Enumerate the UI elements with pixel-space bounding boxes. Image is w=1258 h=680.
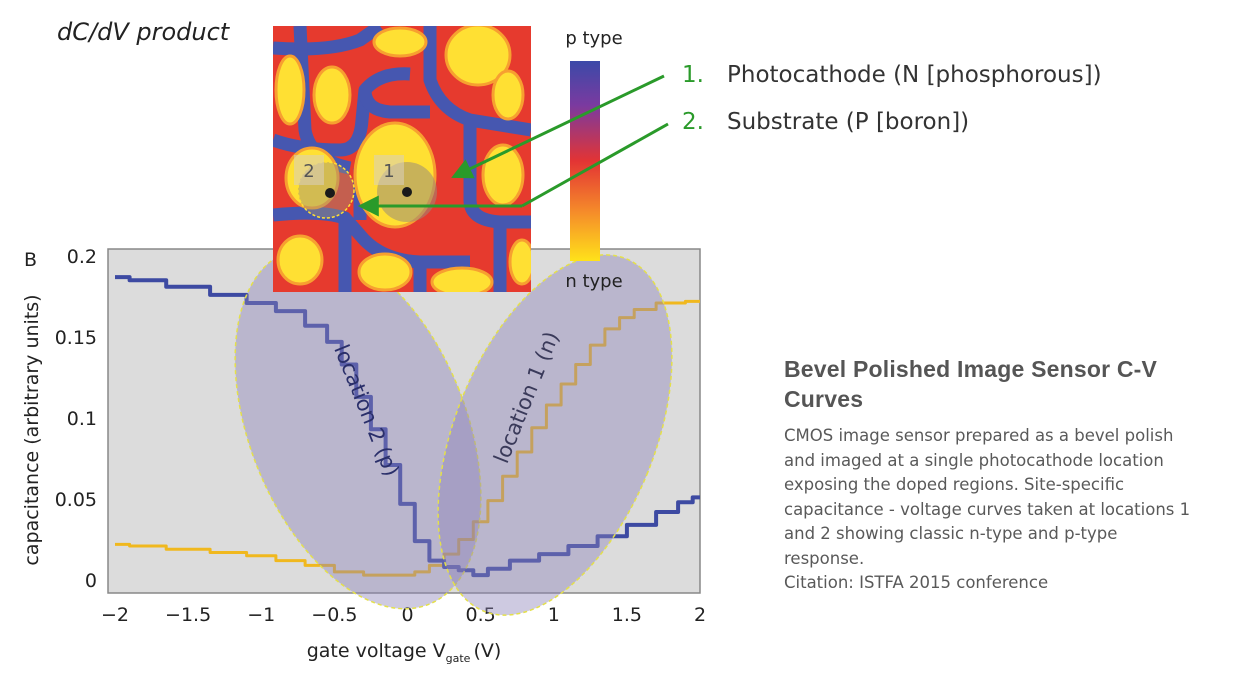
x-tick-label: −0.5 [311,604,357,626]
series-line-location-1 [115,299,700,577]
caption-body: CMOS image sensor prepared as a bevel po… [784,424,1254,596]
series-line-location-2 [115,275,700,578]
figure-header: dC/dV product [57,18,231,46]
series-lines [115,275,700,578]
x-tick-label: 0.5 [466,604,496,626]
y-tick-label: 0.1 [67,408,97,430]
plot-area: 00.050.10.150.2 −2 −1.5 −1 −0.5 0 0.5 1 1.5 2 lo… [55,246,706,626]
y-tick-labels: 0 0.05 0.1 0.15 0.2 [55,246,97,592]
map-marker-2-label: 2 [303,161,314,182]
legend-item-1: 1. Photocathode (N [phosphorous]) [682,62,1102,88]
arrow-to-location-1 [451,74,665,179]
x-tick-label: −2 [101,604,129,626]
map-marker-2: 2 [294,155,355,219]
x-axis-label-text: gate voltage V [307,640,446,662]
legend-item-2: 2. Substrate (P [boron]) [682,109,969,135]
colorbar-top-label: p type [565,28,622,49]
highlight-location-1 [437,254,673,616]
caption: Bevel Polished Image Sensor C-V Curves C… [784,354,1254,596]
legend-text-2: Substrate (P [boron]) [727,109,969,135]
caption-title: Bevel Polished Image Sensor C-V Curves [784,354,1254,414]
caption-body-line-3: exposing the doped regions. Site-specifi… [784,475,1125,494]
caption-body-line-5: and 2 showing classic n-type and p-type [784,524,1118,543]
x-axis-label-unit: (V) [473,640,501,662]
x-tick-label: −1.5 [165,604,211,626]
caption-citation: Citation: ISTFA 2015 conference [784,573,1049,592]
x-tick-label: 1 [548,604,560,626]
x-tick-labels: −2 −1.5 −1 −0.5 0 0.5 1 1.5 2 [101,604,706,626]
map-marker-1-label: 1 [383,161,394,182]
legend-number-1: 1. [682,62,704,88]
colorbar [570,61,600,261]
svg-text:gate voltage Vgate(V): gate voltage Vgate (V) [307,640,502,665]
caption-body-line-1: CMOS image sensor prepared as a bevel po… [784,426,1174,445]
x-axis-label-subscript: gate [446,652,471,665]
caption-title-line-2: Curves [784,386,864,412]
x-tick-label: −1 [247,604,275,626]
caption-body-line-2: and imaged at a single photocathode loca… [784,450,1164,470]
arrow-to-location-2 [521,122,669,208]
y-tick-label: 0.05 [55,489,97,511]
x-tick-label: 1.5 [612,604,642,626]
x-tick-label: 2 [694,604,706,626]
y-tick-label: 0.2 [67,246,97,268]
y-axis-label: capacitance (arbitrary units) [21,294,43,565]
caption-body-line-6: response. [784,548,865,568]
panel-label: B [24,249,37,271]
y-tick-label: 0 [85,570,97,592]
x-axis-label: gate voltage Vgate (V) [307,640,502,665]
colorbar-bottom-label: n type [565,271,622,292]
caption-title-line-1: Bevel Polished Image Sensor C-V [784,356,1158,382]
legend-number-2: 2. [682,109,704,135]
y-tick-label: 0.15 [55,327,97,349]
legend-text-1: Photocathode (N [phosphorous]) [727,62,1102,88]
x-tick-label: 0 [401,604,413,626]
dopant-map: 1 2 [273,26,531,292]
caption-body-line-4: capacitance - voltage curves taken at lo… [784,499,1191,519]
